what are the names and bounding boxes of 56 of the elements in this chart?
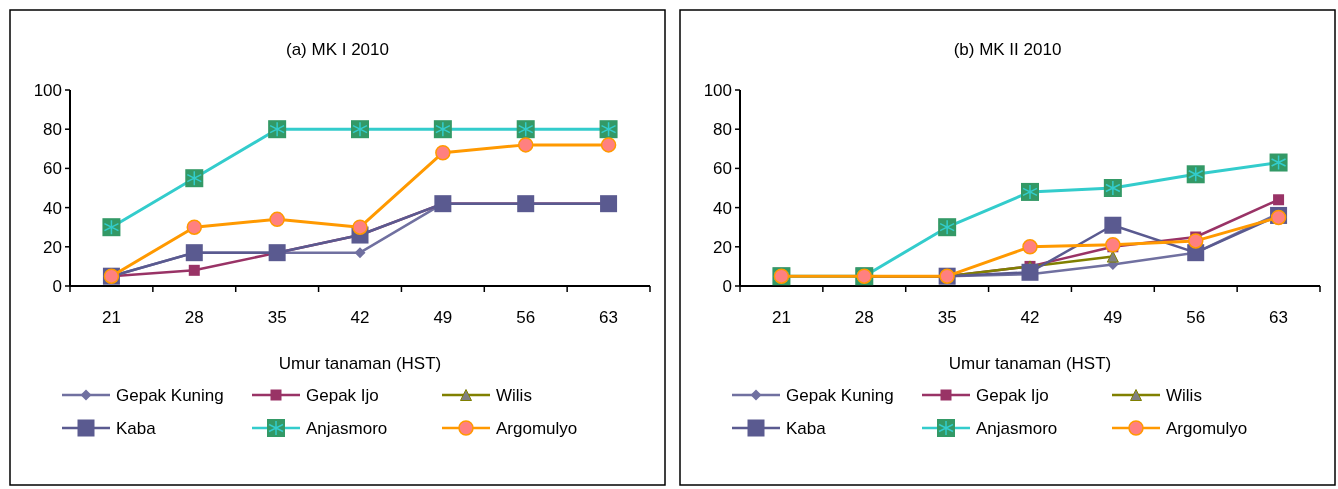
point xyxy=(354,247,366,259)
legend-label: Argomulyo xyxy=(496,419,578,438)
chart-title: (b) MK II 2010 xyxy=(953,40,1062,59)
y-tick-label: 20 xyxy=(43,237,62,257)
chart-title: (a) MK I 2010 xyxy=(286,40,389,59)
x-axis-title: Umur tanaman (HST) xyxy=(278,354,442,373)
x-tick-label: 42 xyxy=(350,308,370,327)
point xyxy=(1273,194,1285,206)
legend-label: Argomulyo xyxy=(1166,419,1248,438)
y-tick-label: 60 xyxy=(43,159,62,179)
y-tick-label: 100 xyxy=(33,81,62,100)
legend-label: Anjasmoro xyxy=(976,419,1058,438)
x-tick-label: 56 xyxy=(516,308,536,327)
legend-label: Kaba xyxy=(116,419,157,438)
legend-label: Wilis xyxy=(1166,386,1202,405)
x-tick-label: 49 xyxy=(433,308,453,327)
y-tick-label: 0 xyxy=(722,277,732,296)
x-tick-label: 63 xyxy=(1269,308,1289,327)
point xyxy=(600,137,617,153)
point xyxy=(435,144,451,161)
x-tick-label: 42 xyxy=(1020,308,1040,327)
legend-label: Gepak Kuning xyxy=(116,386,224,405)
y-tick-label: 40 xyxy=(713,198,732,218)
x-tick-label: 56 xyxy=(1186,308,1206,327)
point xyxy=(1104,216,1122,234)
legend-label: Gepak Ijo xyxy=(306,386,379,405)
legend-label: Kaba xyxy=(786,419,827,438)
point xyxy=(1022,239,1038,255)
y-tick-label: 80 xyxy=(713,120,732,140)
x-tick-label: 21 xyxy=(771,308,791,327)
y-tick-label: 100 xyxy=(703,81,732,100)
y-tick-label: 40 xyxy=(43,198,62,218)
point xyxy=(186,219,203,235)
point xyxy=(1105,237,1121,253)
legend-label: Anjasmoro xyxy=(306,419,388,438)
legend-label: Wilis xyxy=(496,386,532,405)
point xyxy=(269,211,285,228)
point xyxy=(1187,233,1204,249)
x-tick-label: 63 xyxy=(599,308,619,327)
x-tick-label: 21 xyxy=(101,308,121,327)
x-tick-label: 35 xyxy=(267,308,287,327)
legend-label: Gepak Kuning xyxy=(786,386,894,405)
point xyxy=(352,219,368,235)
x-tick-label: 49 xyxy=(1103,308,1123,327)
x-axis-title: Umur tanaman (HST) xyxy=(948,354,1112,373)
x-tick-label: 28 xyxy=(184,308,204,327)
point xyxy=(517,137,534,153)
y-tick-label: 20 xyxy=(713,237,732,257)
x-tick-label: 35 xyxy=(937,308,957,327)
point xyxy=(1021,263,1039,281)
point xyxy=(188,264,200,276)
legend-label: Gepak Ijo xyxy=(976,386,1049,405)
y-tick-label: 0 xyxy=(52,277,62,296)
y-tick-label: 60 xyxy=(713,159,732,179)
x-tick-label: 28 xyxy=(854,308,874,327)
y-tick-label: 80 xyxy=(43,120,62,140)
